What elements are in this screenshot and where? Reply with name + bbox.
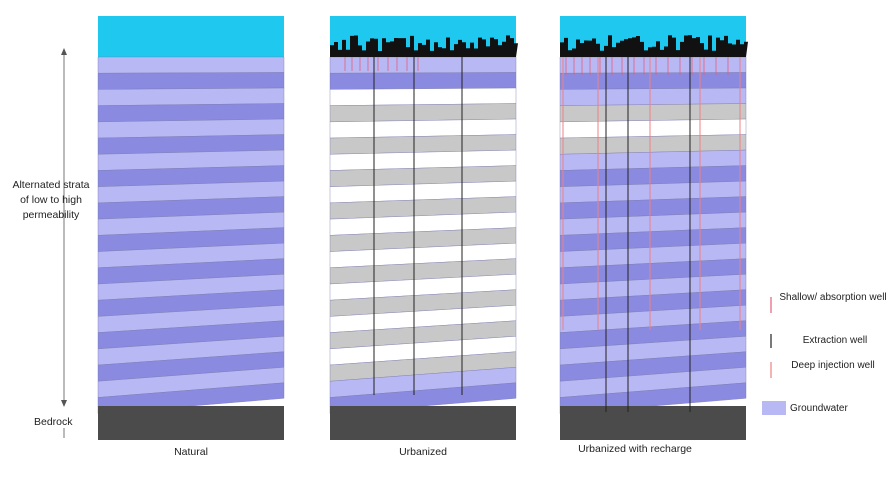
bedrock-layer	[330, 406, 516, 440]
stratum	[329, 103, 517, 123]
stratum	[97, 56, 285, 74]
stratum	[559, 72, 747, 90]
stratum	[329, 72, 517, 90]
bedrock-layer	[560, 406, 746, 440]
panel-urbanized	[329, 16, 518, 440]
bedrock-label: Bedrock	[34, 416, 73, 428]
legend-label-deep-injection-well: Deep injection well	[791, 360, 875, 371]
stratum	[559, 56, 747, 74]
stratum	[329, 87, 517, 106]
city-skyline	[330, 35, 518, 57]
legend-symbol-groundwater	[762, 401, 786, 415]
sky	[98, 16, 284, 57]
legend-label-shallow-well: Shallow/ absorption well	[779, 292, 887, 303]
stratum	[97, 72, 285, 90]
strata-description-label: Alternated strata of low to high permeab…	[12, 179, 90, 221]
legend-label-groundwater: Groundwater	[790, 403, 848, 414]
stratum	[559, 103, 747, 123]
stratum	[97, 87, 285, 106]
panel-natural	[97, 16, 285, 440]
panel-urbanized-with-recharge	[559, 16, 748, 440]
arrow-head-top	[61, 48, 67, 55]
vertical-extent-arrow	[61, 48, 67, 438]
legend-symbols	[762, 297, 786, 415]
panel-label-natural: Natural	[174, 446, 208, 458]
legend-label-extraction-well: Extraction well	[802, 335, 868, 346]
arrow-head-bottom	[61, 400, 67, 407]
panel-label-urbanized: Urbanized	[399, 446, 447, 458]
city-skyline	[560, 35, 748, 57]
bedrock-layer	[98, 406, 284, 440]
stratum	[559, 87, 747, 106]
stratum	[97, 103, 285, 123]
stratum	[329, 56, 517, 74]
panel-label-urbanized-with-recharge: Urbanized with recharge	[578, 443, 692, 455]
